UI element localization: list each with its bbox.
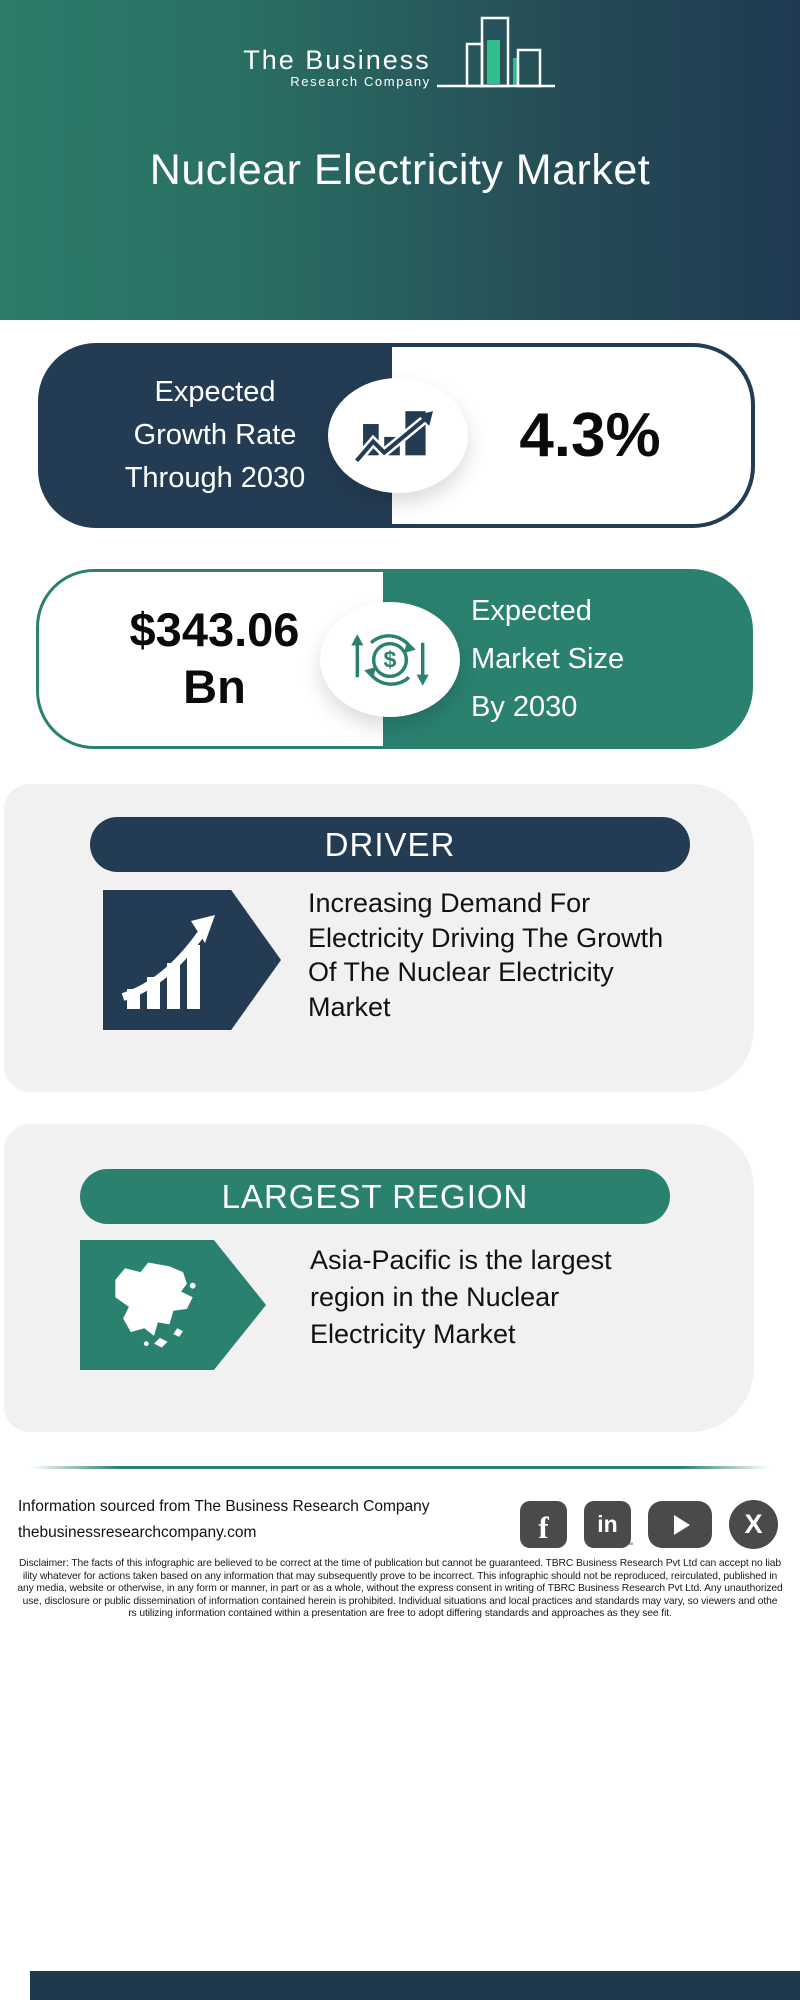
market-size-label-line1: Expected — [471, 595, 592, 627]
disclaimer-line4: use, disclosure or public dissemination … — [22, 1595, 778, 1607]
growth-rate-label-line3: Through 2030 — [124, 462, 306, 494]
page-title: Nuclear Electricity Market — [149, 146, 651, 194]
market-size-label-pill: Expected Market Size By 2030 — [383, 569, 753, 749]
bottom-accent-bar — [30, 1971, 800, 2000]
footer-divider — [30, 1466, 770, 1469]
brand-logo-text: The Business Research Company — [243, 44, 431, 99]
market-size-value-line2: Bn — [183, 660, 246, 713]
disclaimer-line2: ility whatever for actions taken based o… — [22, 1570, 778, 1582]
driver-text-line4: Market — [308, 991, 391, 1022]
market-size-value-line1: $343.06 — [129, 603, 300, 656]
growth-chart-icon — [328, 378, 468, 493]
growth-rate-value: 4.3% — [519, 401, 661, 470]
market-size-label-line2: Market Size — [471, 643, 625, 675]
region-heading: LARGEST REGION — [221, 1177, 529, 1215]
header-banner: The Business Research Company Nuclear El… — [0, 0, 800, 320]
asia-map-icon — [80, 1240, 266, 1370]
youtube-icon[interactable] — [648, 1501, 712, 1548]
region-text-line1: Asia-Pacific is the largest — [310, 1245, 612, 1275]
driver-heading-pill: DRIVER — [90, 817, 690, 872]
linkedin-icon[interactable]: in ™ — [584, 1501, 633, 1549]
disclaimer-text: Disclaimer: The facts of this infographi… — [6, 1558, 794, 1621]
disclaimer-line1: Disclaimer: The facts of this infographi… — [18, 1558, 782, 1569]
bar-growth-arrow-icon — [103, 890, 281, 1030]
growth-rate-label-line1: Expected — [154, 376, 276, 408]
driver-heading: DRIVER — [324, 825, 456, 863]
source-website-link[interactable]: thebusinessresearchcompany.com — [18, 1524, 257, 1541]
money-cycle-icon: $ — [320, 602, 460, 717]
source-info: Information sourced from The Business Re… — [18, 1494, 430, 1546]
disclaimer-line3: any media, website or otherwise, in any … — [17, 1583, 783, 1595]
region-text: Asia-Pacific is the largest region in th… — [310, 1242, 612, 1353]
svg-text:$: $ — [384, 646, 397, 672]
brand-name-line2: Research Company — [290, 74, 431, 89]
driver-text: Increasing Demand For Electricity Drivin… — [308, 886, 663, 1024]
region-heading-pill: LARGEST REGION — [80, 1169, 670, 1224]
region-text-line3: Electricity Market — [310, 1319, 516, 1349]
brand-logo: The Business Research Company — [0, 10, 800, 99]
bar-chart-logo-icon — [436, 10, 557, 99]
market-size-label-line3: By 2030 — [471, 691, 578, 723]
driver-text-line3: Of The Nuclear Electricity — [308, 957, 614, 987]
x-icon[interactable]: X — [729, 1500, 778, 1549]
brand-name-line1: The Business — [243, 44, 431, 75]
disclaimer-line5: rs utilizing information contained withi… — [128, 1608, 672, 1620]
largest-region-section: LARGEST REGION Asia-Pacific is the large… — [4, 1124, 754, 1432]
social-links: f in ™ X — [520, 1500, 778, 1549]
driver-text-line1: Increasing Demand For — [308, 888, 591, 918]
growth-rate-label-line2: Growth Rate — [133, 419, 297, 451]
source-line: Information sourced from The Business Re… — [18, 1498, 430, 1515]
region-text-line2: region in the Nuclear — [310, 1282, 560, 1312]
driver-text-line2: Electricity Driving The Growth — [308, 922, 664, 953]
driver-section: DRIVER Increasing Demand For Electricity… — [4, 784, 754, 1092]
facebook-icon[interactable]: f — [520, 1501, 567, 1548]
